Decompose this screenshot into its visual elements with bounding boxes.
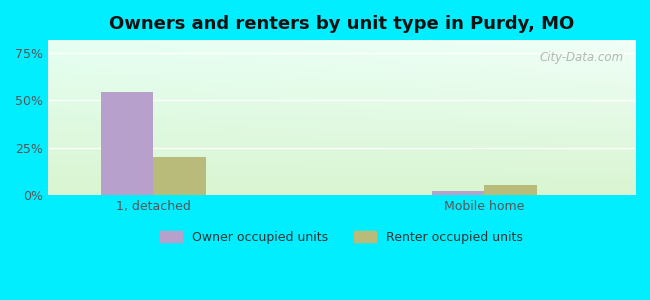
Bar (484, 185, 537, 195)
Legend: Owner occupied units, Renter occupied units: Owner occupied units, Renter occupied un… (155, 226, 528, 249)
Bar (432, 191, 484, 195)
Bar (153, 157, 206, 195)
Title: Owners and renters by unit type in Purdy, MO: Owners and renters by unit type in Purdy… (109, 15, 574, 33)
Text: City-Data.com: City-Data.com (539, 51, 623, 64)
Bar (101, 92, 153, 195)
